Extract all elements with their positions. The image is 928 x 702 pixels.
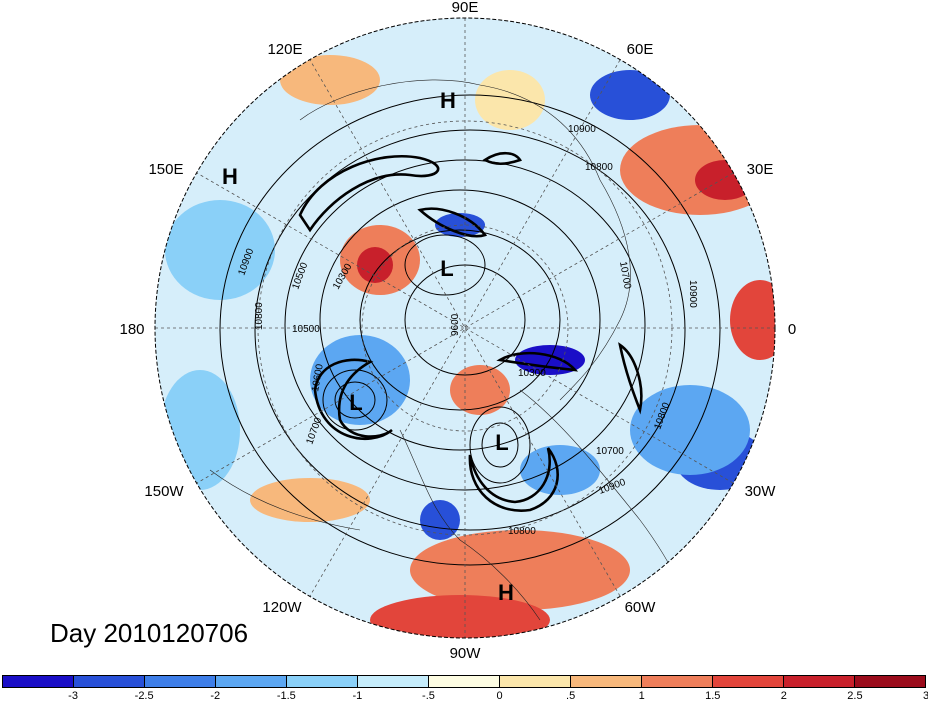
lon-label-60e: 60E — [627, 41, 654, 58]
colorbar-swatch — [713, 676, 784, 687]
lon-label-30w: 30W — [745, 483, 777, 500]
colorbar-swatch — [642, 676, 713, 687]
lon-label-180: 180 — [119, 321, 144, 338]
contour-label: 10300 — [518, 368, 546, 379]
lon-label-90w: 90W — [450, 645, 482, 662]
colorbar-label: 3 — [922, 690, 928, 702]
colorbar-swatch — [74, 676, 145, 687]
longitude-labels: 90E 60E 30E 0 30W 60W 90W 120W 150W 180 … — [119, 0, 796, 662]
lon-label-150w: 150W — [144, 483, 184, 500]
colorbar-label: 2 — [780, 690, 787, 702]
contour-label: 10800 — [585, 162, 613, 173]
contour-label: 10900 — [687, 280, 698, 308]
contour-label: 10700 — [596, 446, 624, 457]
map-boundary — [154, 17, 776, 639]
colorbar-label: -.5 — [422, 690, 435, 702]
colorbar: -3 -2.5 -2 -1.5 -1 -.5 0 .5 1 1.5 2 2.5 3 — [0, 675, 928, 702]
colorbar-swatch — [784, 676, 855, 687]
lon-label-150e: 150E — [148, 161, 183, 178]
graticule — [155, 18, 775, 638]
colorbar-label: -1.5 — [276, 690, 296, 702]
lon-label-60w: 60W — [625, 599, 657, 616]
colorbar-label: 0 — [496, 690, 503, 702]
colorbar-label: 1.5 — [705, 690, 721, 702]
colorbar-label: -2 — [210, 690, 221, 702]
colorbar-boxes — [2, 675, 926, 688]
lon-label-90e: 90E — [452, 0, 479, 16]
contour-label: 9600 — [450, 313, 461, 336]
lon-label-120w: 120W — [262, 599, 302, 616]
polar-map: 90E 60E 30E 0 30W 60W 90W 120W 150W 180 … — [119, 0, 796, 662]
contour-label: 10900 — [568, 124, 596, 135]
colorbar-label: -1 — [352, 690, 363, 702]
low-center: L — [349, 390, 362, 415]
contour-label: 10800 — [254, 302, 265, 330]
high-center: H — [498, 580, 514, 605]
colorbar-swatch — [3, 676, 74, 687]
colorbar-swatch — [855, 676, 925, 687]
colorbar-swatch — [571, 676, 642, 687]
colorbar-swatch — [145, 676, 216, 687]
contour-label: 10600 — [310, 363, 326, 393]
low-center: L — [440, 256, 453, 281]
colorbar-label: 2.5 — [847, 690, 863, 702]
colorbar-swatch — [216, 676, 287, 687]
lon-label-30e: 30E — [747, 161, 774, 178]
map-disk — [155, 18, 775, 638]
lon-label-120e: 120E — [267, 41, 302, 58]
jet-contours — [298, 151, 643, 512]
colorbar-swatch — [287, 676, 358, 687]
colorbar-swatch — [429, 676, 500, 687]
colorbar-label: -2.5 — [134, 690, 154, 702]
pressure-centers: H H L L L H — [222, 88, 514, 605]
contour-label: 10800 — [508, 526, 536, 537]
high-center: H — [440, 88, 456, 113]
contour-label: 10500 — [292, 324, 320, 335]
contour-label: 10700 — [617, 261, 633, 291]
low-center: L — [495, 430, 508, 455]
day-label: Day 2010120706 — [50, 618, 249, 648]
colorbar-labels: -3 -2.5 -2 -1.5 -1 -.5 0 .5 1 1.5 2 2.5 3 — [0, 690, 928, 702]
colorbar-label: 1 — [638, 690, 645, 702]
colorbar-label: -3 — [68, 690, 78, 702]
colorbar-swatch — [358, 676, 429, 687]
colorbar-label: .5 — [566, 690, 576, 702]
colorbar-swatch — [500, 676, 571, 687]
lon-label-0: 0 — [788, 321, 796, 338]
coastlines — [209, 79, 701, 638]
high-center: H — [222, 164, 238, 189]
